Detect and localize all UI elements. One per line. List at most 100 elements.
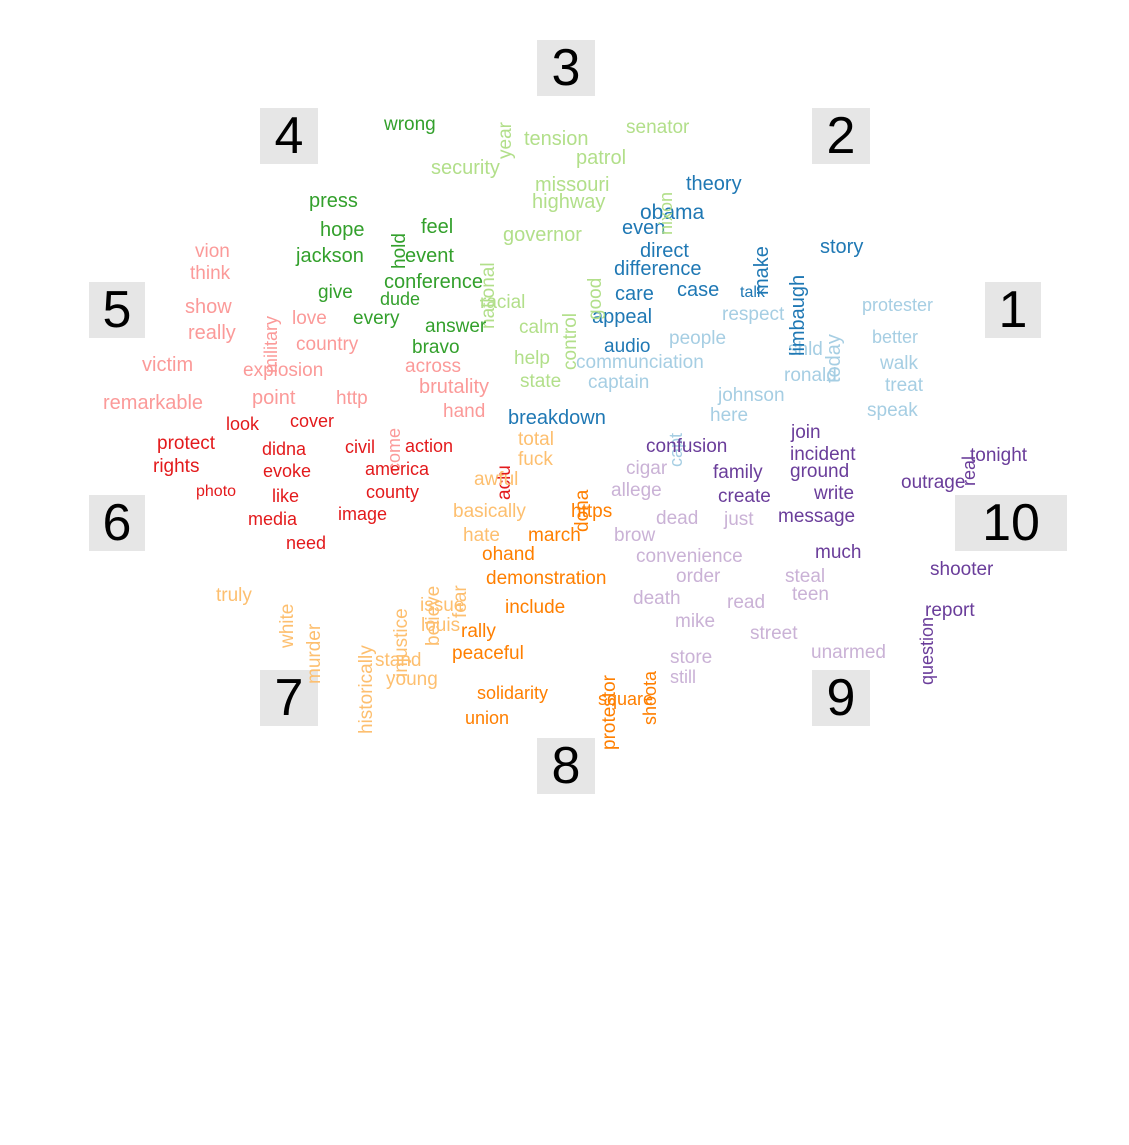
- word-ohand: ohand: [482, 544, 535, 565]
- word-convenience: convenience: [636, 546, 743, 567]
- cluster-label-10: 10: [955, 495, 1067, 551]
- word-unarmed: unarmed: [811, 642, 886, 663]
- word-didna: didna: [262, 439, 307, 459]
- word-civil: civil: [345, 437, 375, 457]
- word-https: https: [571, 501, 613, 522]
- word-theory: theory: [686, 173, 742, 195]
- cluster-label-5: 5: [89, 282, 145, 338]
- word-allege: allege: [611, 480, 662, 501]
- word-cigar: cigar: [626, 458, 668, 479]
- word-murder: murder: [304, 623, 325, 684]
- word-dead: dead: [656, 508, 699, 529]
- cluster-label-8: 8: [537, 738, 595, 794]
- word-governor: governor: [503, 224, 582, 246]
- word-appeal: appeal: [592, 306, 653, 328]
- word-explosion: explosion: [243, 360, 324, 381]
- word-report: report: [925, 600, 975, 621]
- word-talk: talk: [740, 284, 765, 301]
- word-respect: respect: [722, 304, 785, 325]
- word-breakdown: breakdown: [508, 407, 606, 429]
- word-love: love: [292, 308, 327, 329]
- word-order: order: [676, 566, 721, 587]
- word-demonstration: demonstration: [486, 568, 607, 589]
- word-audio: audio: [604, 336, 651, 357]
- word-fuck: fuck: [518, 449, 553, 470]
- word-patrol: patrol: [576, 147, 627, 169]
- word-teen: teen: [792, 584, 829, 605]
- word-america: america: [365, 459, 430, 479]
- word-even: even: [622, 217, 666, 239]
- word-shooter: shooter: [930, 559, 994, 580]
- word-media: media: [248, 509, 298, 529]
- word-highway: highway: [532, 191, 606, 213]
- word-better: better: [872, 327, 919, 347]
- word-young: young: [386, 669, 438, 690]
- word-ronald: ronald: [784, 365, 837, 386]
- word-tension: tension: [524, 128, 589, 150]
- word-nixon: nixon: [656, 191, 676, 235]
- word-wrong: wrong: [384, 114, 436, 135]
- cluster-label-6: 6: [89, 495, 145, 551]
- word-brow: brow: [614, 525, 656, 546]
- word-need: need: [286, 533, 327, 553]
- word-white: white: [277, 603, 298, 648]
- word-limbaugh: limbaugh: [787, 274, 809, 356]
- word-evoke: evoke: [263, 461, 312, 481]
- word-read: read: [727, 592, 766, 613]
- word-hope: hope: [320, 219, 365, 241]
- word-treat: treat: [885, 375, 924, 396]
- word-give: give: [318, 282, 353, 303]
- cluster-label-4: 4: [260, 108, 318, 164]
- word-year: year: [495, 122, 516, 159]
- word-good: good: [585, 277, 606, 320]
- word-event: event: [405, 245, 454, 267]
- word-death: death: [633, 588, 681, 609]
- word-confusion: confusion: [646, 436, 728, 457]
- word-country: country: [296, 334, 359, 355]
- word-think: think: [190, 263, 231, 284]
- word-show: show: [185, 296, 232, 318]
- word-peaceful: peaceful: [452, 643, 524, 664]
- word-dude: dude: [380, 289, 421, 309]
- cluster-label-9: 9: [812, 670, 870, 726]
- word-write: write: [814, 483, 855, 504]
- word-obama: obama: [640, 201, 705, 224]
- word-conference: conference: [384, 271, 483, 293]
- word-http: http: [336, 388, 368, 409]
- word-control: control: [560, 312, 581, 370]
- word-here: here: [710, 405, 749, 426]
- word-join: join: [791, 422, 821, 443]
- word-rally: rally: [461, 621, 496, 642]
- word-march: march: [528, 525, 581, 546]
- word-tonight: tonight: [970, 445, 1028, 466]
- word-hand: hand: [443, 401, 486, 422]
- word-hate: hate: [463, 525, 500, 546]
- word-shld: shld: [788, 339, 823, 360]
- word-rights: rights: [153, 456, 200, 477]
- word-create: create: [718, 486, 771, 507]
- word-include: include: [505, 597, 566, 618]
- word-victim: victim: [142, 354, 194, 376]
- word-speak: speak: [867, 400, 918, 421]
- word-much: much: [815, 542, 862, 563]
- word-direct: direct: [640, 240, 689, 262]
- word-bravo: bravo: [412, 337, 460, 358]
- word-jackson: jackson: [296, 245, 364, 267]
- word-cover: cover: [290, 411, 335, 431]
- word-missouri: missouri: [535, 174, 610, 196]
- word-protester: protester: [862, 295, 934, 315]
- word-union: union: [465, 708, 510, 728]
- word-question: question: [917, 616, 937, 685]
- cluster-label-7: 7: [260, 670, 318, 726]
- word-basically: basically: [453, 501, 526, 522]
- word-incident: incident: [790, 444, 856, 465]
- word-issue: issue: [420, 595, 465, 616]
- word-like: like: [272, 486, 300, 506]
- word-people: people: [669, 328, 727, 349]
- word-help: help: [514, 348, 550, 369]
- word-answer: answer: [425, 316, 487, 337]
- word-brutality: brutality: [419, 376, 490, 398]
- word-truly: truly: [216, 585, 252, 606]
- word-vion: vion: [195, 241, 230, 262]
- word-message: message: [778, 506, 856, 527]
